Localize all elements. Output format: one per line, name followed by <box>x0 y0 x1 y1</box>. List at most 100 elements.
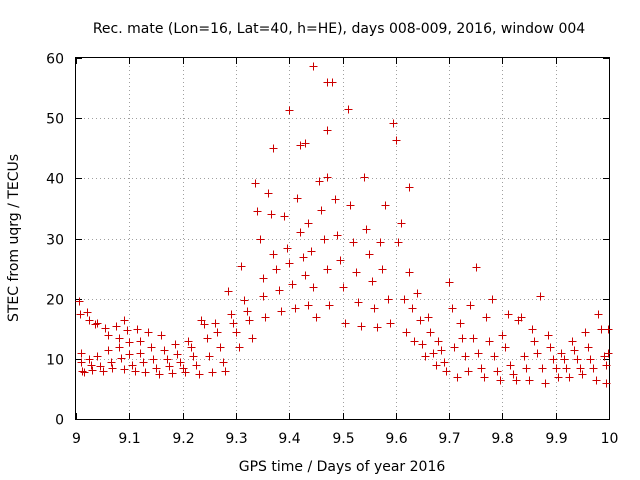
data-point <box>133 325 142 334</box>
data-point <box>517 313 526 322</box>
data-point <box>568 337 577 346</box>
data-point <box>394 238 403 247</box>
data-point <box>325 301 334 310</box>
data-point <box>104 331 113 340</box>
data-point <box>362 225 371 234</box>
data-point <box>240 296 249 305</box>
data-point <box>211 319 220 328</box>
data-point <box>594 310 603 319</box>
data-point <box>77 349 86 358</box>
data-point <box>461 352 470 361</box>
data-point <box>405 268 414 277</box>
data-point <box>397 219 406 228</box>
data-point <box>285 106 294 115</box>
data-point <box>203 334 212 343</box>
data-point <box>315 177 324 186</box>
data-point <box>99 367 108 376</box>
data-point <box>589 364 598 373</box>
data-point <box>120 365 129 374</box>
data-point <box>256 235 265 244</box>
data-point <box>85 316 94 325</box>
data-point <box>418 340 427 349</box>
data-point <box>160 346 169 355</box>
data-point <box>530 337 539 346</box>
data-point <box>472 263 481 272</box>
data-point <box>301 139 310 148</box>
data-point <box>413 289 422 298</box>
data-point <box>437 346 446 355</box>
y-tick-label: 40 <box>46 172 64 188</box>
data-point <box>293 194 302 203</box>
data-point <box>386 319 395 328</box>
data-series <box>75 62 613 388</box>
data-point <box>458 334 467 343</box>
data-point <box>136 349 145 358</box>
data-point <box>410 337 419 346</box>
data-point <box>309 283 318 292</box>
data-point <box>368 277 377 286</box>
data-point <box>464 367 473 376</box>
data-point <box>339 283 348 292</box>
data-point <box>501 343 510 352</box>
data-point <box>155 370 164 379</box>
data-point <box>389 119 398 128</box>
data-point <box>440 358 449 367</box>
data-point <box>80 368 89 377</box>
data-point <box>267 210 276 219</box>
data-point <box>346 201 355 210</box>
data-point <box>115 334 124 343</box>
data-point <box>304 301 313 310</box>
y-tick-label: 20 <box>46 293 64 309</box>
data-point <box>504 310 513 319</box>
data-point <box>392 136 401 145</box>
data-point <box>259 274 268 283</box>
data-point <box>317 206 326 215</box>
data-point <box>450 343 459 352</box>
data-point <box>384 295 393 304</box>
data-point <box>243 307 252 316</box>
data-point <box>581 328 590 337</box>
data-point <box>560 355 569 364</box>
data-point <box>152 364 161 373</box>
data-point <box>357 322 366 331</box>
data-point <box>480 373 489 382</box>
data-point <box>83 308 92 317</box>
data-point <box>360 173 369 182</box>
data-point <box>578 370 587 379</box>
x-tick-label: 9.5 <box>332 431 354 447</box>
x-tick-label: 9.3 <box>225 431 247 447</box>
data-point <box>426 328 435 337</box>
data-point <box>493 367 502 376</box>
x-tick-label: 9.9 <box>545 431 567 447</box>
data-point <box>554 373 563 382</box>
data-point <box>219 358 228 367</box>
data-point <box>232 328 241 337</box>
data-point <box>541 379 550 388</box>
data-point <box>323 173 332 182</box>
data-point <box>509 370 518 379</box>
data-point <box>408 304 417 313</box>
data-point <box>144 328 153 337</box>
data-point <box>251 179 260 188</box>
data-point <box>344 105 353 114</box>
data-point <box>85 355 94 364</box>
data-point <box>434 337 443 346</box>
data-point <box>157 331 166 340</box>
data-point <box>604 349 613 358</box>
data-point <box>189 352 198 361</box>
data-point <box>112 322 121 331</box>
data-point <box>184 337 193 346</box>
data-point <box>93 352 102 361</box>
data-point <box>323 126 332 135</box>
data-point <box>235 343 244 352</box>
data-point <box>304 219 313 228</box>
data-point <box>536 292 545 301</box>
y-tick-label: 0 <box>55 413 64 429</box>
data-point <box>296 228 305 237</box>
data-point <box>291 304 300 313</box>
data-point <box>104 346 113 355</box>
data-point <box>416 316 425 325</box>
data-point <box>469 334 478 343</box>
x-axis-title: GPS time / Days of year 2016 <box>239 459 446 475</box>
y-axis: 0 10 20 30 40 50 60 <box>46 52 609 429</box>
